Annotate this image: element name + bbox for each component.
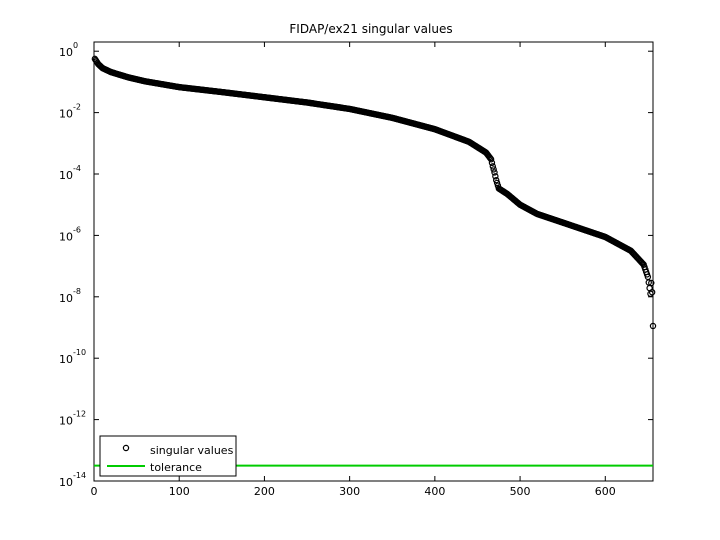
y-tick-label: 10 (59, 230, 73, 243)
legend-label-tolerance: tolerance (150, 461, 202, 474)
singular-value-point (487, 156, 495, 163)
y-tick-label: 10 (59, 415, 73, 428)
x-tick-label: 400 (424, 485, 445, 498)
legend-marker-singular-values (122, 444, 130, 452)
singular-value-point (490, 166, 497, 173)
plot-area (93, 41, 654, 482)
y-tick-label: 10 (59, 476, 73, 489)
y-tick-label: 10 (59, 353, 73, 366)
y-tick-exponent: -8 (73, 287, 81, 296)
x-tick-label: 100 (169, 485, 190, 498)
y-tick-exponent: 0 (73, 41, 78, 50)
x-tick-label: 0 (91, 485, 98, 498)
y-tick-label: 10 (59, 46, 73, 59)
y-tick-exponent: -4 (73, 164, 81, 173)
y-tick-exponent: -2 (73, 103, 81, 112)
chart-title: FIDAP/ex21 singular values (289, 22, 452, 36)
y-tick-label: 10 (59, 108, 73, 121)
singular-value-point (648, 288, 656, 296)
legend: singular values tolerance (99, 435, 237, 477)
singular-value-point (492, 173, 499, 180)
series-layer (91, 55, 657, 467)
singular-value-point (493, 179, 501, 187)
singular-value-point (488, 159, 496, 167)
legend-box (99, 435, 237, 477)
x-tick-label: 200 (254, 485, 275, 498)
singular-value-point (649, 322, 657, 330)
singular-value-point (639, 260, 646, 267)
y-tick-exponent: -14 (73, 471, 86, 480)
x-tick-label: 500 (510, 485, 531, 498)
singular-value-point (491, 169, 498, 176)
plot-frame (93, 41, 654, 482)
legend-label-singular-values: singular values (150, 444, 234, 457)
y-tick-exponent: -6 (73, 225, 81, 234)
singular-value-point (489, 163, 496, 170)
y-tick-exponent: -12 (73, 410, 86, 419)
x-tick-label: 300 (339, 485, 360, 498)
axes-layer: 0 100 200 300 400 500 60010010-210-410-610-810… (59, 41, 653, 498)
singular-value-point (648, 279, 655, 287)
y-tick-exponent: -10 (73, 348, 86, 357)
x-tick-label: 600 (595, 485, 616, 498)
y-tick-label: 10 (59, 292, 73, 305)
singular-value-point (493, 176, 500, 184)
y-tick-label: 10 (59, 169, 73, 182)
